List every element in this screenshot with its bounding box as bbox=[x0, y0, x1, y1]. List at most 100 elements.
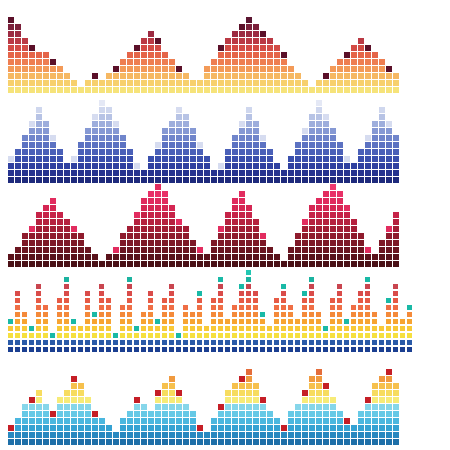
equalizer-crimson-cell bbox=[190, 261, 196, 267]
equalizer-blue-cell bbox=[295, 149, 301, 155]
equalizer-sunset-cell bbox=[260, 52, 266, 58]
equalizer-cyan-cell bbox=[323, 383, 329, 389]
equalizer-blue-cell bbox=[85, 135, 91, 141]
equalizer-crimson-cell bbox=[148, 198, 154, 204]
equalizer-cyan-cell bbox=[99, 418, 105, 424]
equalizer-crimson-cell bbox=[127, 247, 133, 253]
equalizer-blue-cell bbox=[365, 177, 371, 183]
equalizer-sunset-cell bbox=[372, 66, 378, 72]
equalizer-sunset-cell bbox=[127, 66, 133, 72]
equalizer-multicolor-cell bbox=[337, 284, 342, 289]
equalizer-blue-cell bbox=[148, 163, 154, 169]
equalizer-cyan-cell bbox=[183, 411, 189, 417]
equalizer-multicolor-cell bbox=[211, 326, 216, 331]
equalizer-blue-cell bbox=[316, 107, 322, 113]
equalizer-multicolor-cell bbox=[365, 340, 370, 345]
equalizer-blue-cell bbox=[379, 128, 385, 134]
equalizer-crimson-cell bbox=[218, 233, 224, 239]
equalizer-sunset-cell bbox=[246, 80, 252, 86]
equalizer-multicolor-cell bbox=[302, 326, 307, 331]
equalizer-blue-cell bbox=[246, 121, 252, 127]
equalizer-sunset-cell bbox=[50, 66, 56, 72]
equalizer-multicolor-cell bbox=[85, 291, 90, 296]
equalizer-cyan-cell bbox=[309, 432, 315, 438]
equalizer-blue-cell bbox=[78, 170, 84, 176]
equalizer-crimson-cell bbox=[85, 261, 91, 267]
equalizer-blue-cell bbox=[99, 114, 105, 120]
equalizer-crimson-cell bbox=[386, 240, 392, 246]
equalizer-blue-cell bbox=[169, 142, 175, 148]
equalizer-blue-cell bbox=[239, 156, 245, 162]
equalizer-blue-cell bbox=[36, 128, 42, 134]
equalizer-multicolor-cell bbox=[281, 284, 286, 289]
equalizer-sunset-cell bbox=[365, 66, 371, 72]
equalizer-multicolor-cell bbox=[309, 340, 314, 345]
equalizer-cyan-cell bbox=[232, 411, 238, 417]
equalizer-sunset-cell bbox=[155, 80, 161, 86]
equalizer-blue-cell bbox=[78, 156, 84, 162]
equalizer-crimson-cell bbox=[64, 240, 70, 246]
equalizer-multicolor-cell bbox=[57, 340, 62, 345]
equalizer-blue-cell bbox=[148, 170, 154, 176]
equalizer-crimson-cell bbox=[323, 261, 329, 267]
equalizer-sunset-cell bbox=[15, 66, 21, 72]
equalizer-blue-cell bbox=[351, 163, 357, 169]
equalizer-crimson-cell bbox=[120, 240, 126, 246]
equalizer-sunset-cell bbox=[106, 87, 112, 93]
equalizer-blue-cell bbox=[309, 149, 315, 155]
equalizer-multicolor-cell bbox=[120, 347, 125, 352]
equalizer-cyan-cell bbox=[239, 418, 245, 424]
equalizer-cyan-cell bbox=[302, 404, 308, 410]
equalizer-multicolor-cell bbox=[127, 298, 132, 303]
equalizer-multicolor-cell bbox=[260, 312, 265, 317]
equalizer-blue-cell bbox=[302, 177, 308, 183]
equalizer-multicolor-cell bbox=[372, 340, 377, 345]
equalizer-blue-cell bbox=[113, 163, 119, 169]
equalizer-cyan-cell bbox=[288, 425, 294, 431]
equalizer-sunset-cell bbox=[36, 59, 42, 65]
equalizer-multicolor-cell bbox=[169, 312, 174, 317]
equalizer-multicolor-cell bbox=[351, 319, 356, 324]
equalizer-crimson-cell bbox=[267, 247, 273, 253]
equalizer-multicolor-cell bbox=[253, 305, 258, 310]
equalizer-cyan-cell bbox=[232, 397, 238, 403]
equalizer-multicolor-cell bbox=[400, 340, 405, 345]
equalizer-crimson-cell bbox=[288, 261, 294, 267]
equalizer-sunset-cell bbox=[22, 66, 28, 72]
equalizer-cyan-cell bbox=[71, 439, 77, 445]
equalizer-multicolor-cell bbox=[358, 298, 363, 303]
equalizer-cyan-cell bbox=[78, 397, 84, 403]
equalizer-sunset-cell bbox=[253, 24, 259, 30]
equalizer-blue-cell bbox=[85, 170, 91, 176]
equalizer-crimson-cell bbox=[351, 233, 357, 239]
equalizer-crimson-cell bbox=[134, 212, 140, 218]
equalizer-crimson-cell bbox=[141, 198, 147, 204]
equalizer-blue-cell bbox=[22, 163, 28, 169]
equalizer-blue-cell bbox=[239, 163, 245, 169]
equalizer-cyan-cell bbox=[197, 425, 203, 431]
equalizer-sunset-cell bbox=[267, 45, 273, 51]
equalizer-sunset-cell bbox=[43, 87, 49, 93]
equalizer-multicolor-cell bbox=[337, 333, 342, 338]
equalizer-sunset-cell bbox=[99, 87, 105, 93]
equalizer-cyan-cell bbox=[218, 411, 224, 417]
equalizer-blue-cell bbox=[218, 163, 224, 169]
equalizer-sunset-cell bbox=[246, 52, 252, 58]
equalizer-multicolor-cell bbox=[190, 333, 195, 338]
equalizer-crimson-cell bbox=[15, 254, 21, 260]
equalizer-multicolor-cell bbox=[253, 340, 258, 345]
equalizer-multicolor-cell bbox=[8, 333, 13, 338]
equalizer-blue-cell bbox=[239, 135, 245, 141]
equalizer-blue-cell bbox=[29, 128, 35, 134]
equalizer-blue-cell bbox=[267, 163, 273, 169]
equalizer-cyan-cell bbox=[183, 432, 189, 438]
equalizer-crimson-cell bbox=[162, 212, 168, 218]
equalizer-blue-cell bbox=[99, 128, 105, 134]
equalizer-blue-cell bbox=[106, 163, 112, 169]
equalizer-cyan-cell bbox=[141, 425, 147, 431]
equalizer-multicolor-cell bbox=[141, 326, 146, 331]
equalizer-blue-cell bbox=[358, 156, 364, 162]
equalizer-crimson-cell bbox=[162, 233, 168, 239]
equalizer-sunset-cell bbox=[330, 80, 336, 86]
equalizer-multicolor-cell bbox=[155, 340, 160, 345]
